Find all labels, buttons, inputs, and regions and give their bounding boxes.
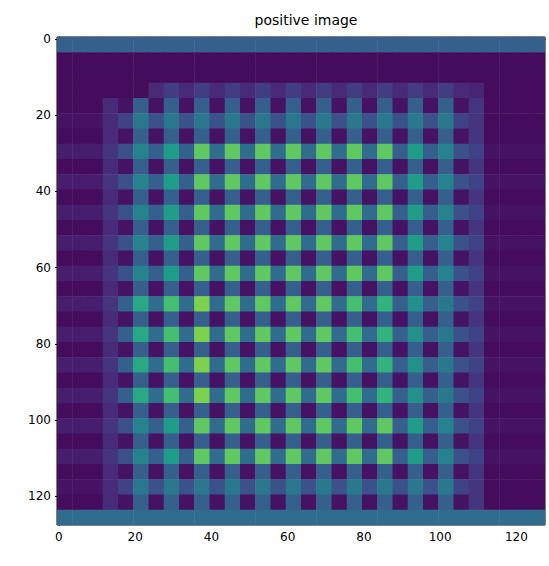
svg-text:0: 0 [55,530,63,544]
svg-text:20: 20 [128,530,143,544]
svg-text:20: 20 [36,108,51,122]
svg-text:120: 120 [505,530,528,544]
svg-text:80: 80 [36,337,51,351]
svg-text:80: 80 [356,530,371,544]
svg-text:120: 120 [28,489,51,503]
svg-text:60: 60 [36,261,51,275]
svg-text:40: 40 [36,184,51,198]
svg-text:40: 40 [204,530,219,544]
svg-text:100: 100 [429,530,452,544]
svg-text:60: 60 [280,530,295,544]
svg-text:100: 100 [28,413,51,427]
svg-text:positive image: positive image [255,12,358,28]
svg-text:0: 0 [43,32,51,46]
